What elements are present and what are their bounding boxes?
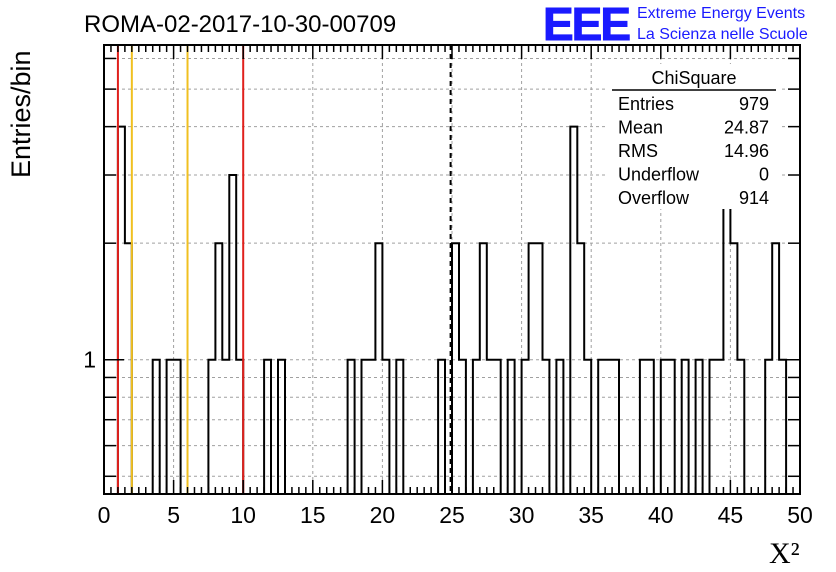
x-tick-label: 30 [509, 502, 535, 528]
x-tick-label: 25 [439, 502, 465, 528]
stats-box-title: ChiSquare [651, 68, 736, 88]
x-axis-label: X² [769, 537, 800, 570]
x-tick-label: 35 [578, 502, 604, 528]
stats-value: 979 [739, 94, 769, 114]
stats-label: Overflow [618, 188, 690, 208]
eee-logo: EEE [543, 0, 629, 50]
stats-value: 14.96 [724, 141, 769, 161]
brand-line-1: Extreme Energy Events [637, 5, 805, 22]
x-tick-label: 10 [230, 502, 256, 528]
stats-value: 914 [739, 188, 769, 208]
chart-title: ROMA-02-2017-10-30-00709 [84, 11, 396, 38]
stats-label: Entries [618, 94, 674, 114]
stats-label: RMS [618, 141, 658, 161]
axis-ticks: 0 5 10 15 20 25 30 35 40 45 50 1 [83, 45, 813, 528]
stats-value: 24.87 [724, 118, 769, 138]
x-tick-label: 45 [718, 502, 744, 528]
x-tick-label: 5 [167, 502, 180, 528]
x-tick-label: 50 [787, 502, 813, 528]
stats-label: Mean [618, 118, 663, 138]
stats-value: 0 [759, 165, 769, 185]
x-tick-label: 40 [648, 502, 674, 528]
threshold-lines [116, 45, 452, 494]
brand-line-2: La Scienza nelle Scuole [637, 26, 808, 43]
stats-box-background [606, 64, 782, 209]
stats-box: ChiSquare Entries 979 Mean 24.87 RMS 14.96 Und… [606, 64, 782, 209]
y-axis-label: Entries/bin [6, 50, 36, 178]
x-tick-label: 0 [98, 502, 111, 528]
histogram [104, 125, 800, 495]
y-tick-label: 1 [83, 347, 96, 373]
histogram-step-line [104, 125, 800, 495]
stats-label: Underflow [618, 165, 700, 185]
x-tick-label: 15 [300, 502, 326, 528]
x-tick-label: 20 [370, 502, 396, 528]
